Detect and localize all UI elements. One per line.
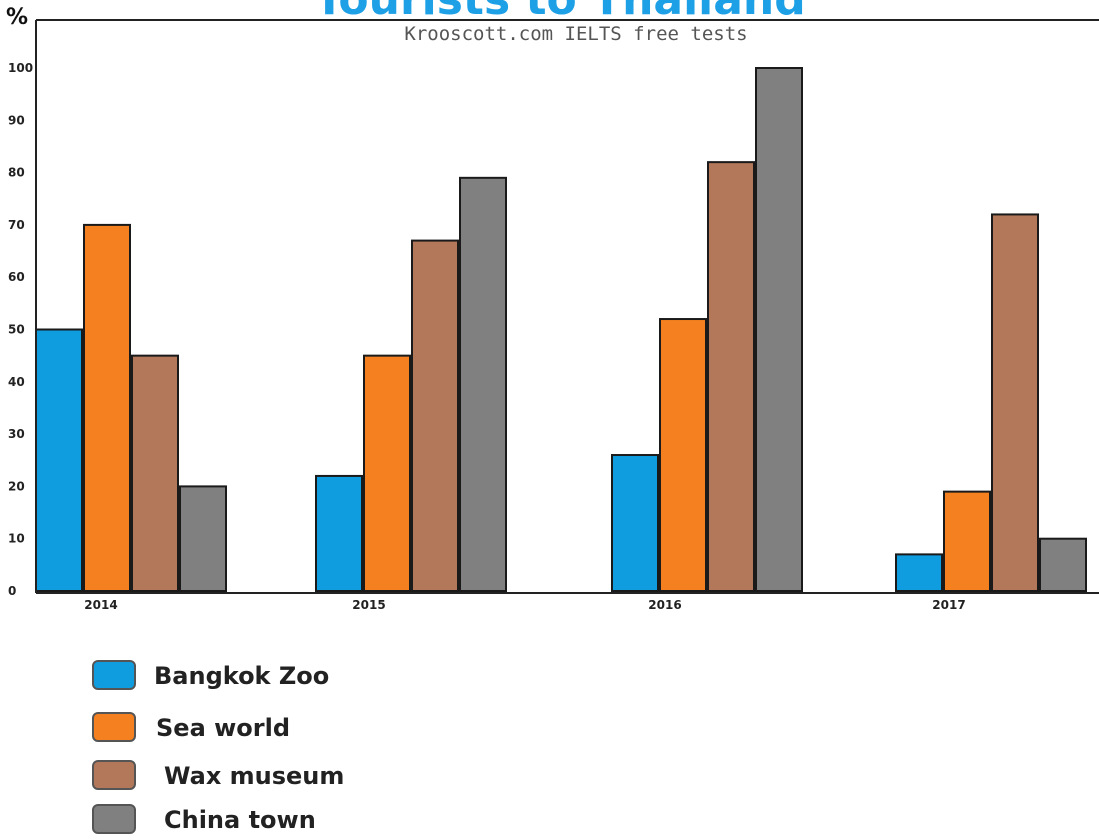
bar-sea-world-2016 [659, 318, 707, 592]
bar-bangkok-zoo-2015 [315, 474, 363, 592]
x-axis-ticks: 2014 2015 2016 2017 [84, 598, 965, 612]
bars-group [35, 67, 1087, 593]
bar-china-town-2016 [755, 67, 803, 592]
y-tick-label: 20 [8, 479, 25, 493]
y-tick-label: 70 [8, 218, 25, 232]
y-tick-label: 0 [8, 584, 16, 598]
bar-sea-world-2014 [83, 223, 131, 592]
y-tick-label: 90 [8, 113, 25, 127]
y-tick-label: 30 [8, 427, 25, 441]
chart-title: Tourists to Thailand [314, 0, 806, 25]
chart-subtitle: Krooscott.com IELTS free tests [404, 23, 747, 45]
legend-swatch [92, 712, 136, 742]
x-tick-label: 2016 [648, 598, 681, 612]
legend-item: Wax museum [92, 760, 492, 796]
bar-wax-museum-2015 [411, 239, 459, 592]
bar-china-town-2014 [179, 485, 227, 592]
bar-china-town-2015 [459, 176, 507, 593]
legend-swatch [92, 660, 136, 690]
bar-wax-museum-2014 [131, 354, 179, 592]
y-tick-label: 40 [8, 375, 25, 389]
bar-china-town-2017 [1039, 537, 1087, 593]
bar-sea-world-2015 [363, 354, 411, 592]
y-tick-label: 60 [8, 270, 25, 284]
bar-bangkok-zoo-2017 [895, 553, 943, 593]
legend-item: Sea world [92, 712, 492, 748]
y-tick-label: 10 [8, 532, 25, 546]
legend-label: Sea world [156, 714, 291, 742]
y-axis-ticks: 0 10 20 30 40 50 60 70 80 90 100 [8, 61, 33, 598]
legend-swatch [92, 760, 136, 790]
bar-wax-museum-2016 [707, 161, 755, 592]
y-tick-label: 50 [8, 323, 25, 337]
y-tick-label: 80 [8, 166, 25, 180]
bar-wax-museum-2017 [991, 213, 1039, 592]
x-tick-label: 2015 [352, 598, 385, 612]
bar-bangkok-zoo-2014 [35, 328, 83, 592]
legend-swatch [92, 804, 136, 834]
bar-bangkok-zoo-2016 [611, 454, 659, 592]
legend-item: China town [92, 804, 492, 840]
legend-label: Wax museum [164, 762, 345, 790]
legend-item: Bangkok Zoo [92, 660, 492, 696]
y-axis-unit-label: % [6, 5, 28, 30]
legend-label: Bangkok Zoo [154, 662, 330, 690]
y-tick-label: 100 [8, 61, 33, 75]
x-tick-label: 2014 [84, 598, 117, 612]
x-tick-label: 2017 [932, 598, 965, 612]
legend-label: China town [164, 806, 316, 834]
bar-sea-world-2017 [943, 490, 991, 593]
